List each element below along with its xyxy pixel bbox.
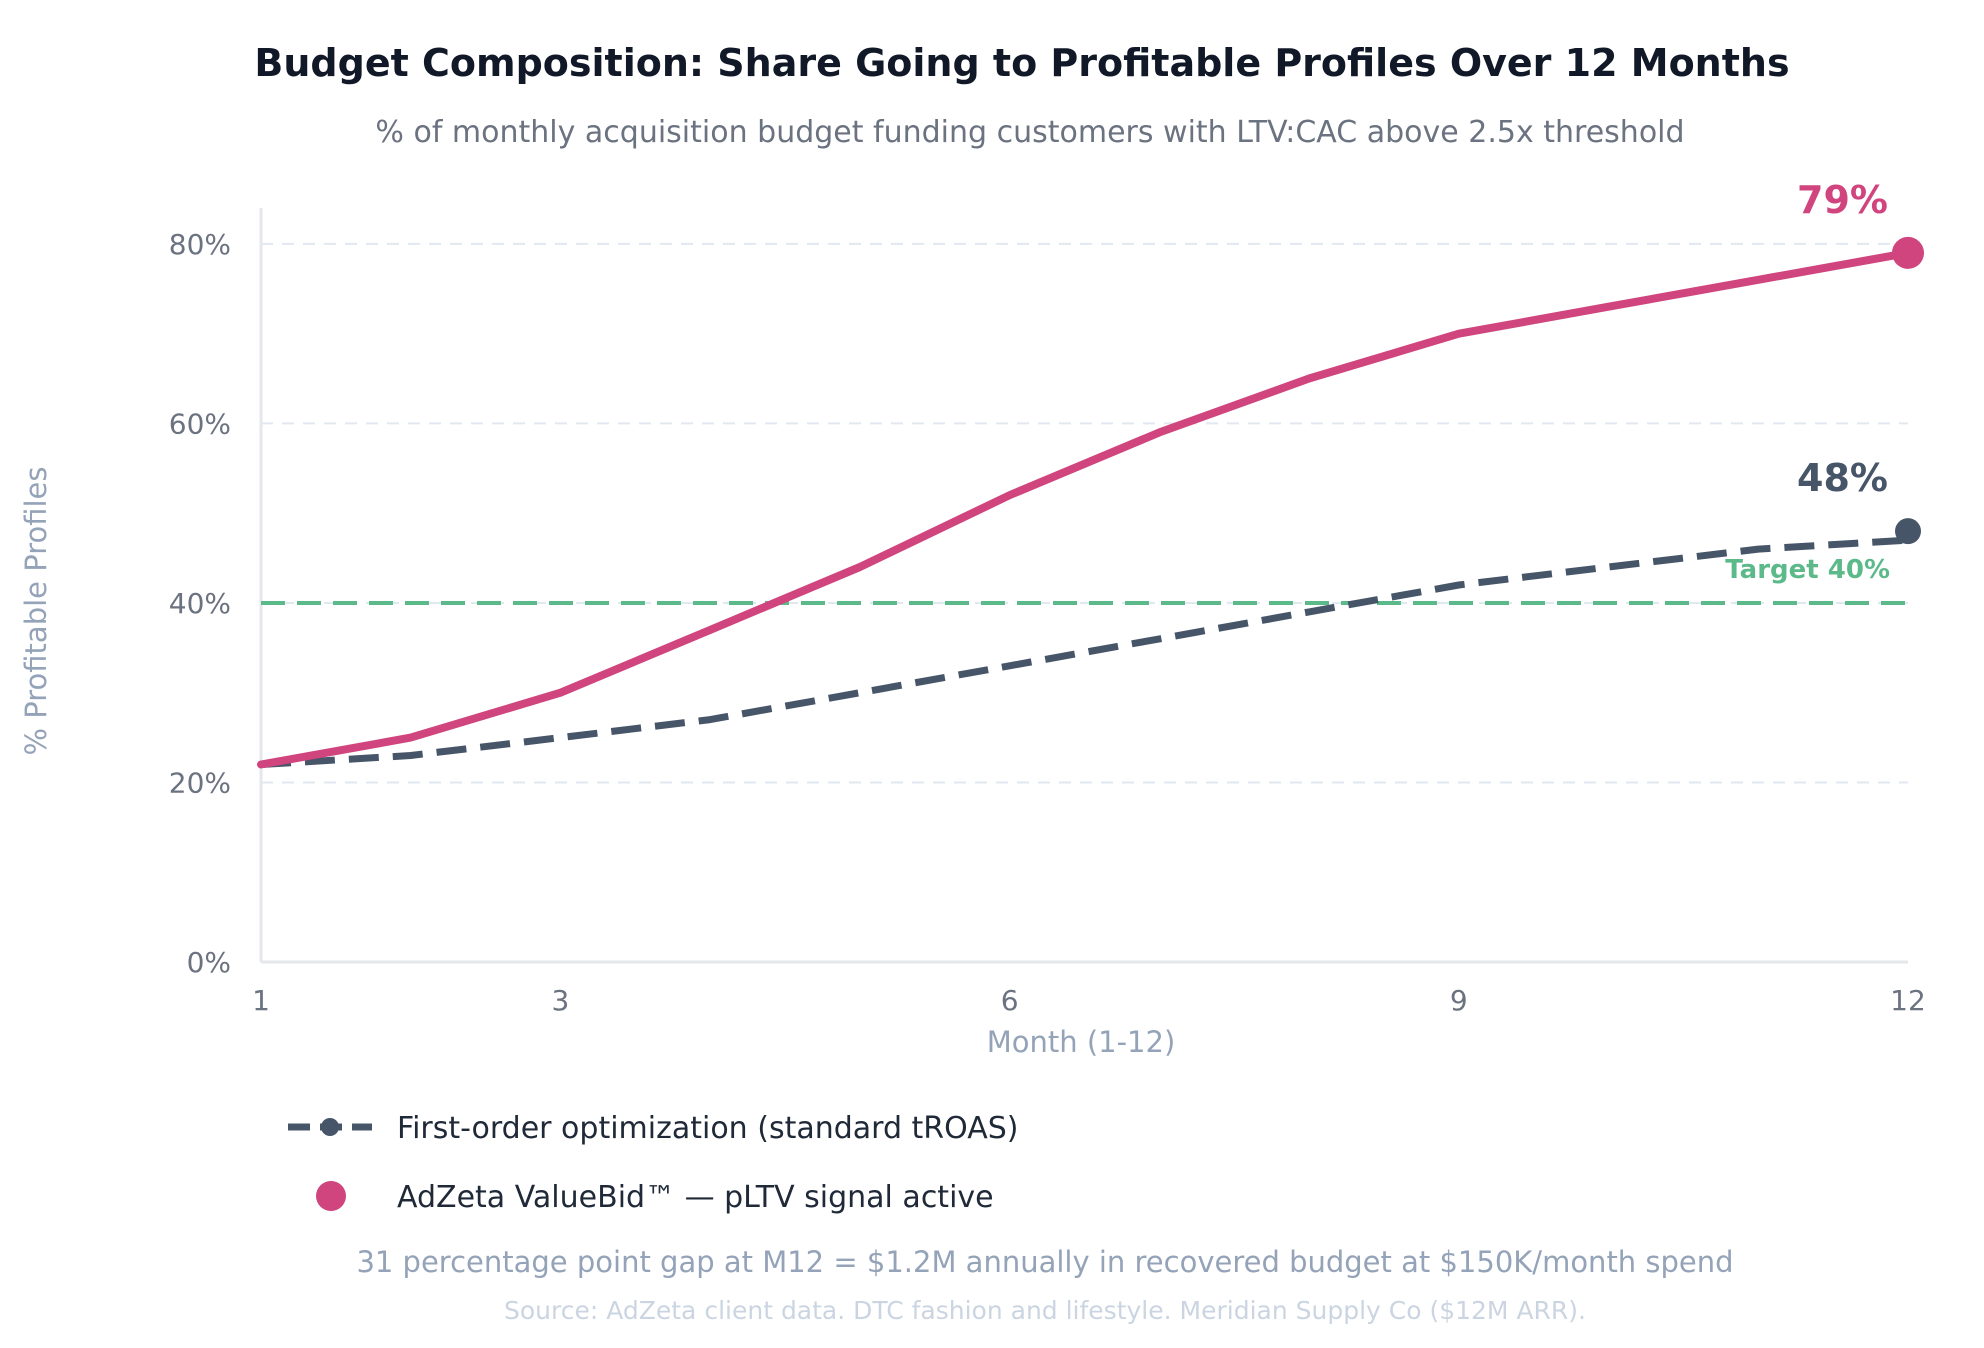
footer-source: Source: AdZeta client data. DTC fashion … (504, 1296, 1586, 1325)
y-tick-label: 0% (187, 946, 231, 979)
series-line-first-order (260, 536, 1909, 768)
legend-label-valuebid: AdZeta ValueBid™ — pLTV signal active (397, 1180, 994, 1215)
y-tick-label: 60% (169, 407, 231, 440)
reference-line-group: Target 40% (261, 555, 1908, 605)
legend-item-valuebid[interactable]: AdZeta ValueBid™ — pLTV signal active (316, 1180, 994, 1215)
legend-marker-valuebid (316, 1181, 346, 1211)
x-tick-label: 1 (252, 984, 270, 1017)
y-axis-label: % Profitable Profiles (19, 467, 53, 756)
series-group: 48% 79% (257, 178, 1924, 769)
chart-subtitle: % of monthly acquisition budget funding … (375, 115, 1684, 150)
grid (261, 242, 1908, 784)
y-tick-label: 20% (169, 766, 231, 799)
x-tick-label: 9 (1450, 984, 1468, 1017)
legend-item-first-order[interactable]: First-order optimization (standard tROAS… (288, 1111, 1019, 1146)
y-tick-label: 40% (169, 587, 231, 620)
endpoint-label-first-order: 48% (1797, 456, 1888, 500)
x-tick-label: 12 (1890, 984, 1926, 1017)
legend-label-first-order: First-order optimization (standard tROAS… (397, 1111, 1019, 1146)
target-label: Target 40% (1725, 555, 1890, 585)
y-tick-label: 80% (169, 228, 231, 261)
footer-note: 31 percentage point gap at M12 = $1.2M a… (356, 1245, 1733, 1279)
x-tick-label: 6 (1001, 984, 1019, 1017)
chart-title: Budget Composition: Share Going to Profi… (254, 41, 1789, 85)
endpoint-marker-first-order (1895, 518, 1921, 545)
legend-marker-first-order (321, 1118, 339, 1136)
axes (259, 208, 1908, 964)
endpoint-label-valuebid: 79% (1797, 178, 1888, 222)
x-axis-label: Month (1-12) (987, 1025, 1176, 1059)
legend: First-order optimization (standard tROAS… (288, 1111, 1019, 1215)
x-tick-label: 3 (552, 984, 570, 1017)
endpoint-marker-valuebid (1892, 236, 1924, 269)
tick-labels: 0% 20% 40% 60% 80% 1 3 6 9 12 (169, 228, 1926, 1017)
series-line-valuebid (257, 248, 1912, 769)
